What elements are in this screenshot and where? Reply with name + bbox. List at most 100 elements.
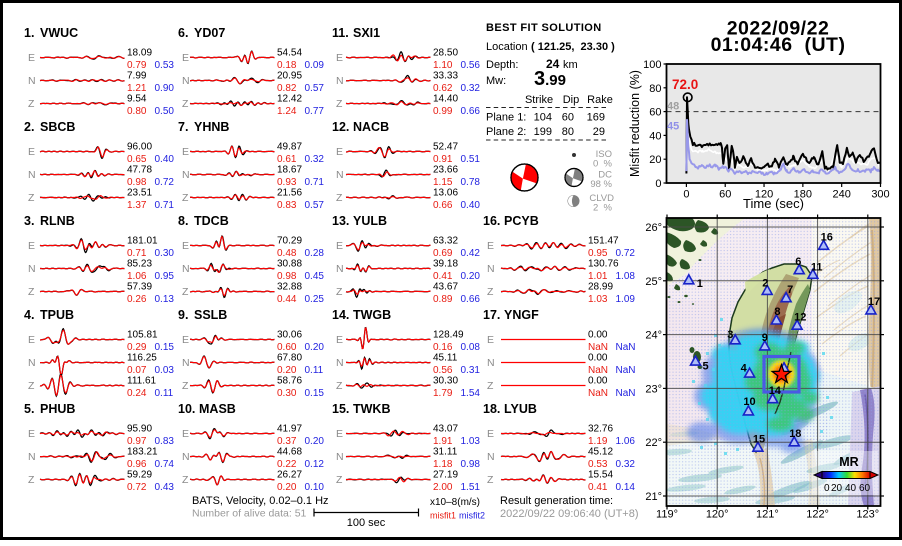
svg-text:48: 48 — [667, 101, 679, 113]
svg-text:120: 120 — [755, 189, 773, 201]
svg-text:14: 14 — [769, 385, 782, 397]
svg-text:N: N — [336, 451, 344, 463]
svg-text:0.99: 0.99 — [433, 106, 453, 117]
svg-text:0: 0 — [655, 178, 661, 190]
svg-text:1: 1 — [697, 278, 703, 290]
svg-text:12: 12 — [794, 311, 806, 323]
svg-text:PHUB: PHUB — [40, 402, 75, 416]
svg-text:Depth:: Depth: — [486, 59, 518, 71]
svg-text:1.24: 1.24 — [277, 106, 297, 117]
svg-text:128.49: 128.49 — [433, 330, 464, 341]
svg-text:0.71: 0.71 — [155, 200, 175, 211]
svg-text:Z: Z — [182, 474, 189, 486]
svg-text:0.53: 0.53 — [588, 459, 608, 470]
svg-text:N: N — [487, 357, 495, 369]
svg-text:23°: 23° — [645, 383, 662, 395]
svg-text:Number of alive data: 51: Number of alive data: 51 — [192, 508, 307, 520]
svg-text:1.08: 1.08 — [616, 271, 636, 282]
svg-text:3: 3 — [727, 329, 733, 341]
svg-text:39.18: 39.18 — [433, 259, 458, 270]
svg-text:13.06: 13.06 — [433, 188, 458, 199]
svg-text:NaN: NaN — [588, 388, 608, 399]
svg-text:E: E — [28, 240, 35, 252]
svg-text:2.00: 2.00 — [433, 482, 453, 493]
svg-text:24°: 24° — [645, 330, 662, 342]
svg-text:Z: Z — [182, 286, 189, 298]
svg-text:59.29: 59.29 — [127, 470, 152, 481]
svg-text:0.32: 0.32 — [305, 154, 325, 165]
svg-text:0.66: 0.66 — [461, 294, 481, 305]
svg-text:98 %: 98 % — [590, 179, 612, 190]
svg-text:Z: Z — [336, 98, 343, 110]
svg-text:N: N — [28, 451, 36, 463]
svg-text:LYUB: LYUB — [504, 402, 537, 416]
svg-text:2022/09/22: 2022/09/22 — [727, 18, 830, 40]
svg-text:104: 104 — [534, 112, 552, 124]
svg-text:0.31: 0.31 — [461, 365, 481, 376]
svg-text:0.25: 0.25 — [305, 294, 325, 305]
svg-text:20: 20 — [649, 154, 661, 166]
svg-text:63.32: 63.32 — [433, 236, 458, 247]
svg-text:0.20: 0.20 — [305, 436, 325, 447]
svg-text:14.: 14. — [332, 308, 349, 322]
svg-text:YD07: YD07 — [194, 26, 225, 40]
svg-text:0.45: 0.45 — [305, 271, 325, 282]
svg-text:130.76: 130.76 — [588, 259, 619, 270]
svg-text:45.12: 45.12 — [588, 447, 613, 458]
svg-text:13.: 13. — [332, 214, 349, 228]
svg-text:N: N — [28, 75, 36, 87]
svg-text:E: E — [182, 240, 189, 252]
svg-text:0.65: 0.65 — [127, 154, 147, 165]
svg-text:N: N — [182, 263, 190, 275]
svg-text:23.66: 23.66 — [433, 165, 458, 176]
svg-text:Z: Z — [336, 192, 343, 204]
svg-text:E: E — [336, 52, 343, 64]
svg-text:N: N — [28, 169, 36, 181]
svg-text:0.69: 0.69 — [433, 248, 453, 259]
svg-text:2 %: 2 % — [593, 203, 613, 214]
svg-text:0.83: 0.83 — [155, 436, 175, 447]
svg-text:25°: 25° — [645, 276, 662, 288]
svg-text:Z: Z — [28, 98, 35, 110]
svg-text:0.41: 0.41 — [588, 482, 608, 493]
svg-text:16: 16 — [821, 232, 833, 244]
svg-text:1.06: 1.06 — [616, 436, 636, 447]
svg-text:0.89: 0.89 — [433, 294, 453, 305]
svg-text:31.11: 31.11 — [433, 447, 458, 458]
svg-text:Z: Z — [28, 474, 35, 486]
svg-text:1.15: 1.15 — [433, 177, 453, 188]
svg-text:0.66: 0.66 — [461, 106, 481, 117]
svg-text:0.95: 0.95 — [588, 248, 608, 259]
svg-text:E: E — [28, 334, 35, 346]
svg-text:0.72: 0.72 — [616, 248, 636, 259]
svg-text:Z: Z — [336, 474, 343, 486]
svg-text:0.62: 0.62 — [433, 83, 453, 94]
svg-text:1.54: 1.54 — [461, 388, 481, 399]
svg-text:105.81: 105.81 — [127, 330, 158, 341]
svg-text:0.09: 0.09 — [305, 60, 325, 71]
svg-text:0.91: 0.91 — [433, 154, 453, 165]
svg-text:E: E — [487, 240, 494, 252]
svg-text:40: 40 — [649, 130, 661, 142]
svg-text:40: 40 — [845, 483, 857, 494]
svg-text:67.80: 67.80 — [277, 353, 302, 364]
svg-text:SBCB: SBCB — [40, 120, 75, 134]
svg-text:7.: 7. — [178, 120, 188, 134]
svg-text:28.99: 28.99 — [588, 282, 613, 293]
svg-text:0.71: 0.71 — [127, 248, 147, 259]
svg-text:SSLB: SSLB — [194, 308, 227, 322]
svg-text:0.77: 0.77 — [305, 106, 325, 117]
svg-text:0.15: 0.15 — [155, 342, 175, 353]
svg-text:Mw:: Mw: — [486, 75, 506, 87]
svg-text:RLNB: RLNB — [40, 214, 75, 228]
svg-text:5: 5 — [703, 360, 709, 372]
svg-text:Z: Z — [28, 192, 35, 204]
svg-text:33.33: 33.33 — [433, 71, 458, 82]
svg-text:0.56: 0.56 — [461, 60, 481, 71]
svg-text:5.: 5. — [24, 402, 34, 416]
svg-text:119°: 119° — [656, 509, 678, 521]
svg-text:52.47: 52.47 — [433, 142, 458, 153]
svg-text:0.20: 0.20 — [305, 342, 325, 353]
svg-text:1.91: 1.91 — [433, 436, 453, 447]
svg-text:0.78: 0.78 — [461, 177, 481, 188]
